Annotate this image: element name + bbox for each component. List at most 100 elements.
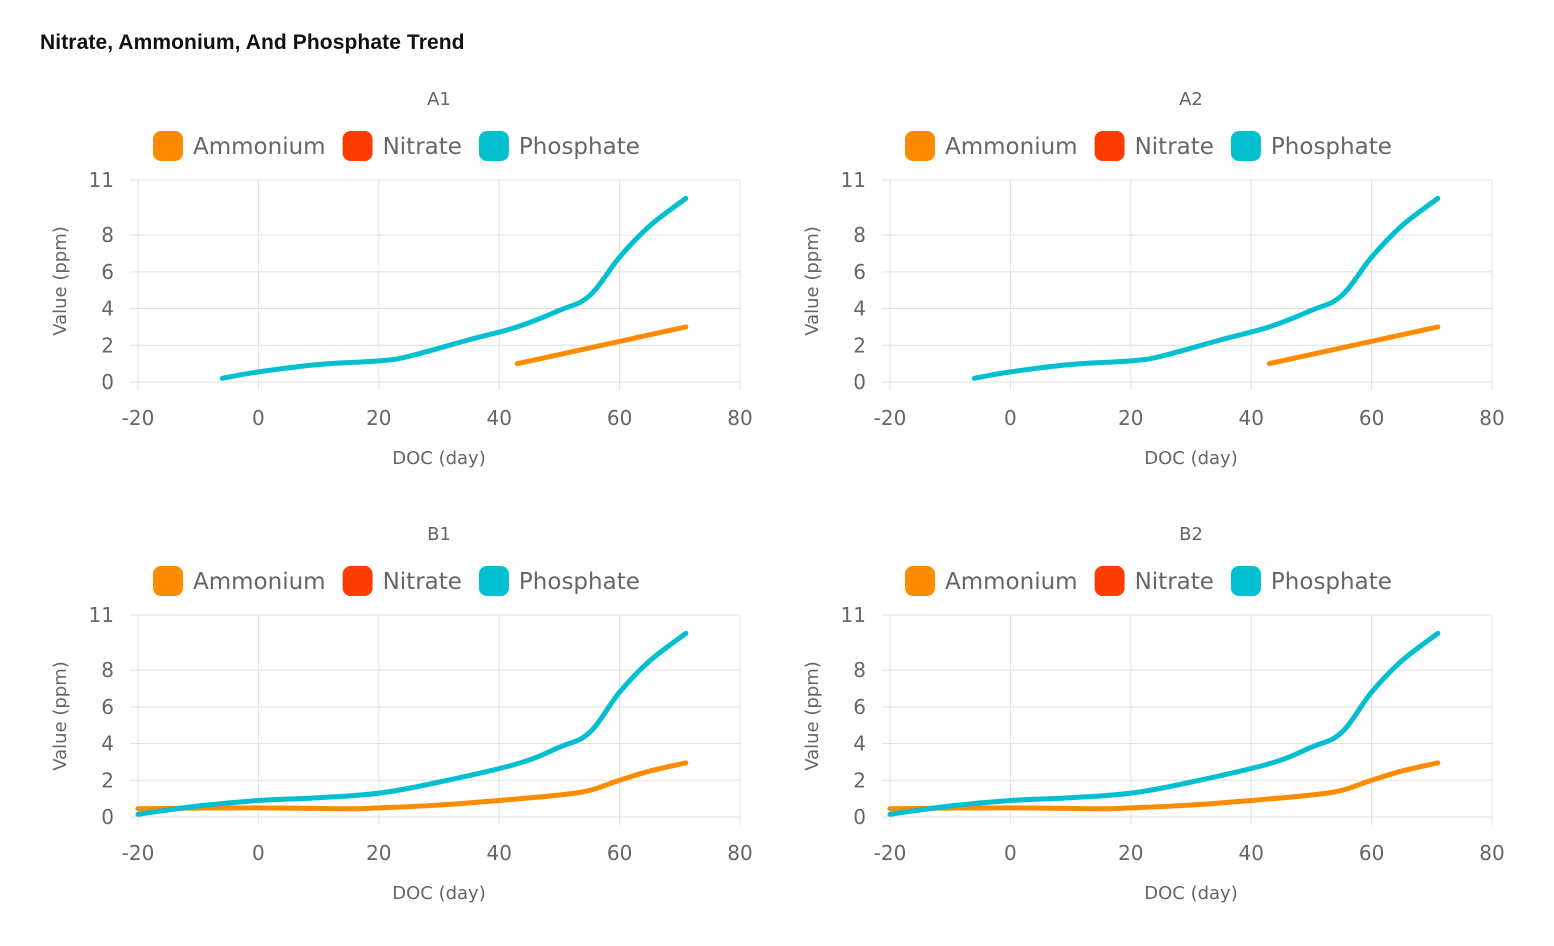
legend-swatch [478, 131, 509, 161]
x-tick-label: 60 [607, 406, 632, 430]
gridlines [882, 614, 1493, 825]
legend-label: Nitrate [1135, 134, 1214, 160]
series-line-phosphate [971, 195, 1441, 381]
chart-title: A2 [1179, 89, 1203, 110]
legend-label: Nitrate [383, 569, 462, 595]
chart-svg: A2 Ammonium Nitrate Phosphate -20 0 20 40 60 80 0 2… [802, 89, 1505, 469]
legend-label: Nitrate [383, 134, 462, 160]
x-tick-label: 20 [366, 841, 391, 865]
chart-title: A1 [427, 89, 451, 110]
x-tick-label: -20 [122, 406, 155, 430]
x-axis-label: DOC (day) [1144, 448, 1237, 469]
y-axis-label: Value (ppm) [50, 226, 71, 336]
legend: Ammonium Nitrate Phosphate [905, 131, 1392, 161]
chart-panel-b2: B2 Ammonium Nitrate Phosphate -20 0 20 40 60 80 0 2… [752, 505, 1505, 925]
legend-item-nitrate[interactable]: Nitrate [342, 131, 462, 161]
y-tick-label: 4 [101, 297, 114, 321]
legend-item-nitrate[interactable]: Nitrate [342, 566, 462, 596]
x-tick-label: 80 [1479, 841, 1504, 865]
y-tick-label: 8 [853, 223, 866, 247]
chart-title: B2 [1179, 524, 1203, 545]
y-tick-label: 6 [853, 260, 866, 284]
y-tick-label: 2 [853, 768, 866, 792]
y-axis-label: Value (ppm) [802, 661, 823, 771]
legend-swatch [1230, 566, 1261, 596]
y-tick-label: 0 [101, 805, 114, 829]
legend-swatch [905, 131, 935, 161]
legend: Ammonium Nitrate Phosphate [153, 566, 640, 596]
x-axis-label: DOC (day) [1144, 883, 1237, 904]
y-axis-label: Value (ppm) [802, 226, 823, 336]
y-tick-label: 11 [89, 168, 114, 192]
x-tick-label: -20 [122, 841, 155, 865]
x-tick-label: 80 [727, 841, 752, 865]
page-title: Nitrate, Ammonium, And Phosphate Trend [40, 31, 465, 54]
x-tick-label: 60 [1359, 406, 1384, 430]
chart-svg: B1 Ammonium Nitrate Phosphate -20 0 20 40 60 80 0 2… [50, 524, 753, 904]
y-tick-label: 11 [841, 603, 866, 627]
legend-label: Ammonium [193, 569, 326, 595]
legend-item-ammonium[interactable]: Ammonium [905, 566, 1078, 596]
x-tick-label: 0 [1004, 841, 1017, 865]
chart-panel-a2: A2 Ammonium Nitrate Phosphate -20 0 20 40 60 80 0 2… [752, 70, 1505, 490]
series-line-ammonium [514, 324, 689, 367]
legend-item-ammonium[interactable]: Ammonium [153, 131, 326, 161]
legend-item-phosphate[interactable]: Phosphate [1230, 131, 1392, 161]
y-tick-label: 6 [853, 695, 866, 719]
chart-panel-b1: B1 Ammonium Nitrate Phosphate -20 0 20 40 60 80 0 2… [0, 505, 753, 925]
legend-swatch [1230, 131, 1261, 161]
gridlines [130, 179, 741, 390]
legend-swatch [1094, 131, 1125, 161]
legend: Ammonium Nitrate Phosphate [153, 131, 640, 161]
y-tick-label: 4 [853, 732, 866, 756]
legend-swatch [342, 131, 373, 161]
y-tick-label: 2 [101, 333, 114, 357]
chart-title: B1 [427, 524, 451, 545]
legend-swatch [153, 566, 183, 596]
legend-item-ammonium[interactable]: Ammonium [153, 566, 326, 596]
series-line-ammonium [887, 760, 1441, 812]
y-tick-label: 2 [101, 768, 114, 792]
y-tick-label: 6 [101, 695, 114, 719]
y-tick-label: 8 [101, 658, 114, 682]
legend-item-phosphate[interactable]: Phosphate [478, 566, 640, 596]
y-tick-label: 4 [101, 732, 114, 756]
legend-item-ammonium[interactable]: Ammonium [905, 131, 1078, 161]
legend-label: Phosphate [519, 569, 640, 595]
gridlines [882, 179, 1493, 390]
legend-item-phosphate[interactable]: Phosphate [478, 131, 640, 161]
legend: Ammonium Nitrate Phosphate [905, 566, 1392, 596]
legend-label: Phosphate [1271, 569, 1392, 595]
legend-item-nitrate[interactable]: Nitrate [1094, 566, 1214, 596]
legend-item-phosphate[interactable]: Phosphate [1230, 566, 1392, 596]
legend-label: Nitrate [1135, 569, 1214, 595]
legend-swatch [478, 566, 509, 596]
y-tick-label: 2 [853, 333, 866, 357]
x-axis-label: DOC (day) [392, 883, 485, 904]
x-tick-label: 0 [252, 406, 265, 430]
chart-panel-a1: A1 Ammonium Nitrate Phosphate -20 0 20 40 60 80 0 2… [0, 70, 753, 490]
x-tick-label: 20 [1118, 406, 1143, 430]
y-tick-label: 0 [853, 370, 866, 394]
y-tick-label: 0 [853, 805, 866, 829]
y-tick-label: 0 [101, 370, 114, 394]
y-tick-label: 11 [841, 168, 866, 192]
series-line-phosphate [135, 630, 689, 817]
legend-swatch [1094, 566, 1125, 596]
x-tick-label: 40 [486, 841, 511, 865]
x-tick-label: 40 [1238, 841, 1263, 865]
x-tick-label: 20 [1118, 841, 1143, 865]
x-tick-label: 40 [486, 406, 511, 430]
series-line-phosphate [219, 195, 689, 381]
legend-label: Phosphate [1271, 134, 1392, 160]
legend-item-nitrate[interactable]: Nitrate [1094, 131, 1214, 161]
series-line-ammonium [1266, 324, 1441, 367]
y-tick-label: 4 [853, 297, 866, 321]
x-tick-label: 80 [1479, 406, 1504, 430]
series-line-ammonium [135, 760, 689, 812]
legend-label: Phosphate [519, 134, 640, 160]
series-line-phosphate [887, 630, 1441, 817]
chart-svg: A1 Ammonium Nitrate Phosphate -20 0 20 40 60 80 0 2… [50, 89, 753, 469]
x-tick-label: 40 [1238, 406, 1263, 430]
y-tick-label: 8 [101, 223, 114, 247]
